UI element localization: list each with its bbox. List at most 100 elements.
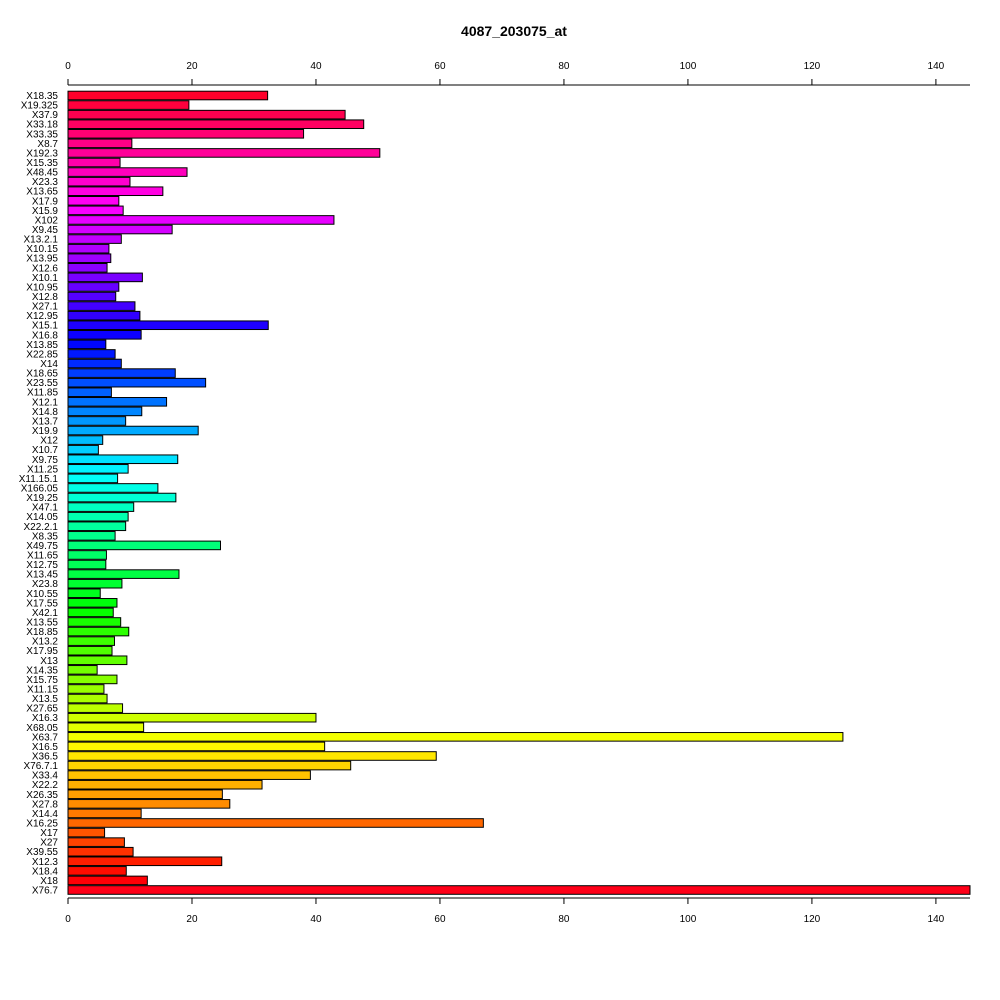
bar <box>67 234 122 244</box>
bar <box>67 435 104 445</box>
category-label: X13 <box>40 656 58 667</box>
bar <box>67 406 143 417</box>
category-label: X18 <box>40 876 58 887</box>
category-label: X16.5 <box>32 742 59 753</box>
category-label: X10.15 <box>26 244 58 255</box>
bar <box>67 607 114 618</box>
bar <box>67 741 326 752</box>
category-label: X10.7 <box>32 445 59 456</box>
category-label: X16.25 <box>26 818 58 829</box>
bar <box>67 464 129 474</box>
bar <box>67 282 120 292</box>
bar <box>67 377 207 388</box>
category-label: X27.8 <box>32 799 59 810</box>
bar <box>67 473 119 484</box>
bar <box>67 588 101 599</box>
bar <box>67 263 108 273</box>
category-label: X14 <box>40 359 58 370</box>
tick-label: 0 <box>65 61 71 72</box>
category-label: X17.9 <box>32 196 59 207</box>
bar <box>67 157 121 168</box>
bar <box>67 205 124 216</box>
category-label: X9.75 <box>32 455 59 466</box>
bar <box>67 674 118 685</box>
category-label: X33.35 <box>26 129 58 140</box>
tick-label: 60 <box>434 61 446 72</box>
category-label: X102 <box>35 215 59 226</box>
bar <box>67 626 130 637</box>
category-label: X22.2 <box>32 780 59 791</box>
category-label: X13.7 <box>32 416 59 427</box>
bar <box>67 598 118 608</box>
category-label: X63.7 <box>32 732 59 743</box>
category-label: X12.95 <box>26 311 58 322</box>
category-label: X16.3 <box>32 713 59 724</box>
category-label: X18.85 <box>26 627 58 638</box>
bar <box>67 368 176 378</box>
bar <box>67 224 173 235</box>
category-label: X13.2 <box>32 637 59 648</box>
bar <box>67 138 133 149</box>
category-label: X8.7 <box>37 139 58 150</box>
bar <box>67 885 971 895</box>
bar <box>67 301 136 311</box>
bar <box>67 176 131 187</box>
bar <box>67 779 263 790</box>
bar <box>67 818 484 828</box>
category-label: X12.1 <box>32 397 59 408</box>
category-label: X18.65 <box>26 369 58 380</box>
category-label: X13.85 <box>26 340 58 351</box>
category-label: X23.8 <box>32 579 59 590</box>
category-label: X27 <box>40 838 58 849</box>
bar <box>67 253 112 264</box>
bar <box>67 349 116 359</box>
category-label: X13.65 <box>26 187 58 198</box>
category-label: X33.4 <box>32 771 59 782</box>
category-label: X14.05 <box>26 512 58 523</box>
bar <box>67 684 105 694</box>
category-label: X10.1 <box>32 273 59 284</box>
category-label: X192.3 <box>26 148 58 159</box>
bar <box>67 454 179 465</box>
bar <box>67 636 115 646</box>
category-label: X15.1 <box>32 321 59 332</box>
category-label: X23.3 <box>32 177 59 188</box>
category-label: X19.9 <box>32 426 59 437</box>
bar <box>67 808 142 819</box>
category-label: X14.4 <box>32 809 59 820</box>
tick-label: 60 <box>434 914 446 925</box>
bar <box>67 645 113 656</box>
category-labels: X18.35X19.325X37.9X33.18X33.35X8.7X192.3… <box>19 91 59 897</box>
tick-label: 100 <box>680 61 697 72</box>
tick-label: 140 <box>928 914 945 925</box>
tick-label: 20 <box>186 61 198 72</box>
bars <box>67 90 971 895</box>
bar <box>67 837 125 847</box>
category-label: X13.55 <box>26 617 58 628</box>
bar <box>67 722 145 733</box>
category-label: X76.7 <box>32 886 59 897</box>
bar <box>67 770 311 780</box>
bar <box>67 712 317 723</box>
category-label: X16.8 <box>32 330 59 341</box>
category-label: X47.1 <box>32 503 59 514</box>
bar <box>67 703 124 713</box>
category-label: X17 <box>40 828 58 839</box>
category-label: X12.3 <box>32 857 59 868</box>
category-label: X37.9 <box>32 110 59 121</box>
bar <box>67 751 437 761</box>
category-label: X42.1 <box>32 608 59 619</box>
category-label: X15.75 <box>26 675 58 686</box>
category-label: X11.85 <box>27 388 58 399</box>
tick-label: 0 <box>65 914 71 925</box>
chart-title: 4087_203075_at <box>461 23 567 39</box>
category-label: X13.2.1 <box>24 235 59 246</box>
bar <box>67 846 134 857</box>
category-label: X12.8 <box>32 292 59 303</box>
tick-label: 120 <box>804 914 821 925</box>
bar <box>67 119 365 130</box>
bar <box>67 444 99 455</box>
category-label: X23.55 <box>26 378 58 389</box>
category-label: X12 <box>40 436 58 447</box>
